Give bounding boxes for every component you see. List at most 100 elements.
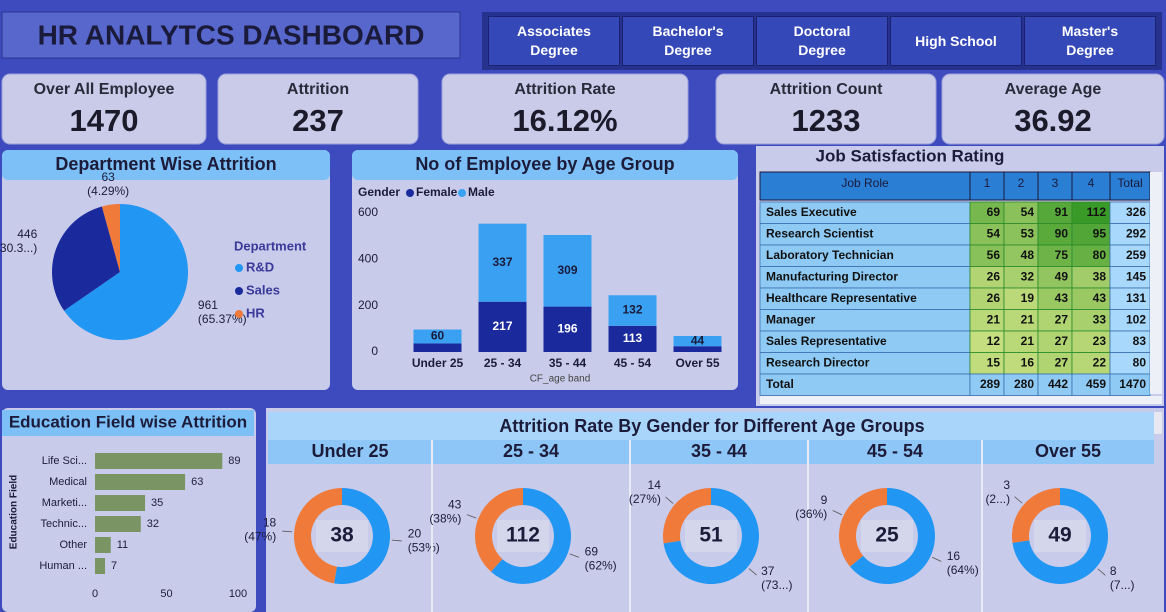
y-axis-title: Education Field: [9, 475, 20, 549]
data-label: 217: [492, 319, 512, 333]
label-line: (62%): [585, 559, 617, 573]
table-cell-text: 326: [1126, 205, 1146, 219]
data-label: 44: [691, 333, 705, 347]
table-header: 2: [1018, 176, 1025, 190]
center-value: 112: [506, 524, 540, 547]
donut-segment: [663, 488, 711, 544]
table-cell-text: 38: [1093, 270, 1107, 284]
center-value: 38: [330, 524, 354, 547]
donut-segment: [474, 488, 523, 572]
bar: [543, 235, 592, 307]
table-header: 3: [1052, 176, 1059, 190]
table-cell-text: 49: [1055, 270, 1069, 284]
label-line: 37: [761, 564, 775, 578]
table-cell-text: 12: [987, 334, 1001, 348]
slicer-option[interactable]: Associates Degree: [488, 16, 620, 66]
donut-segment: [334, 488, 390, 584]
table-cell-text: 80: [1133, 356, 1147, 370]
table-header-cell: [759, 171, 971, 201]
bar: [95, 537, 111, 553]
bar: [95, 558, 106, 574]
kpi-label: Attrition Count: [770, 81, 884, 98]
table-header-cell: [1109, 171, 1151, 201]
table-cell-text: 459: [1086, 377, 1106, 391]
x-tick-label: 0: [92, 588, 98, 600]
slicer-option[interactable]: Bachelor's Degree: [622, 16, 754, 66]
label-line: 3: [1003, 478, 1010, 492]
kpi-value: 36.92: [1014, 103, 1092, 138]
slicer-option[interactable]: Doctoral Degree: [756, 16, 888, 66]
label-line: 14: [648, 478, 662, 492]
y-tick-label: Medical: [49, 476, 87, 488]
kpi-value: 1470: [70, 103, 139, 138]
panel-subheader: [268, 440, 1154, 464]
data-label: 3 (2...): [985, 478, 1010, 506]
table-cell-text: Healthcare Representative: [766, 291, 917, 305]
table-header: Total: [1117, 176, 1142, 190]
bar: [413, 343, 462, 352]
bar: [478, 301, 527, 352]
kpi-label: Attrition Rate: [514, 81, 615, 98]
table-cell-text: Research Director: [766, 356, 870, 370]
y-tick-label: 400: [358, 252, 378, 266]
legend-title: Department: [234, 238, 307, 253]
label-line: 20: [408, 527, 422, 541]
kpi-label: Average Age: [1005, 81, 1102, 98]
data-label: 11: [117, 539, 128, 551]
group-title: Under 25: [311, 441, 388, 461]
table-header-cell: [1037, 171, 1073, 201]
data-label: 35: [151, 497, 163, 509]
table-cell-text: 26: [987, 270, 1001, 284]
label-line: (53%): [408, 541, 440, 555]
table-cell-text: Manager: [766, 313, 816, 327]
table-cell-text: Total: [766, 377, 794, 391]
data-label: 309: [557, 263, 577, 277]
table-cell-text: 48: [1021, 248, 1035, 262]
y-tick-label: Life Sci...: [42, 455, 87, 467]
donut-segment: [838, 488, 887, 567]
group-title: Over 55: [1035, 441, 1101, 461]
x-axis-title: CF_age band: [530, 374, 591, 385]
donut-segment: [1012, 488, 1060, 543]
table-cell-text: 280: [1014, 377, 1034, 391]
label-line: (64%): [947, 563, 979, 577]
kpi-card: [217, 73, 419, 145]
table-cell-text: Sales Executive: [766, 205, 857, 219]
scrollbar: [1154, 412, 1162, 434]
table-cell-text: 289: [980, 377, 1000, 391]
legend-label: HR: [246, 305, 265, 320]
slicer-option[interactable]: High School: [890, 16, 1022, 66]
data-label: 961 (65.37%): [198, 298, 247, 326]
table-cell-text: 27: [1055, 356, 1069, 370]
table-cell-text: 32: [1021, 270, 1035, 284]
label-line: 9: [821, 493, 828, 507]
data-label: 63 (4.29%): [87, 170, 129, 198]
table-header: 4: [1088, 176, 1095, 190]
table-cell-text: 21: [1021, 313, 1035, 327]
x-tick-label: 100: [229, 588, 247, 600]
table-cell-text: 19: [1021, 291, 1035, 305]
donut-segment: [663, 488, 760, 584]
table-header-cell: [1003, 171, 1039, 201]
donut-segment: [1012, 488, 1109, 584]
group-title: 35 - 44: [691, 441, 747, 461]
table-header: Job Role: [841, 176, 889, 190]
leader-line: [748, 568, 757, 576]
chart-title: Education Field wise Attrition: [9, 412, 247, 431]
table-cell-text: Laboratory Technician: [766, 248, 894, 262]
leader-line: [466, 514, 477, 519]
slicer-option[interactable]: Master's Degree: [1024, 16, 1156, 66]
label-line: 43: [448, 498, 462, 512]
data-label: 60: [431, 329, 445, 343]
center-box: [497, 520, 549, 552]
table-cell-text: 16: [1021, 356, 1035, 370]
label-line: 69: [585, 545, 599, 559]
center-value: 51: [699, 524, 723, 547]
center-box: [1034, 520, 1086, 552]
table-cell-text: 442: [1048, 377, 1068, 391]
bar: [673, 336, 722, 347]
data-label: 7: [111, 560, 117, 572]
table-cell-text: 90: [1055, 227, 1069, 241]
legend-label: Male: [468, 185, 495, 199]
table-cell-text: 80: [1093, 248, 1107, 262]
